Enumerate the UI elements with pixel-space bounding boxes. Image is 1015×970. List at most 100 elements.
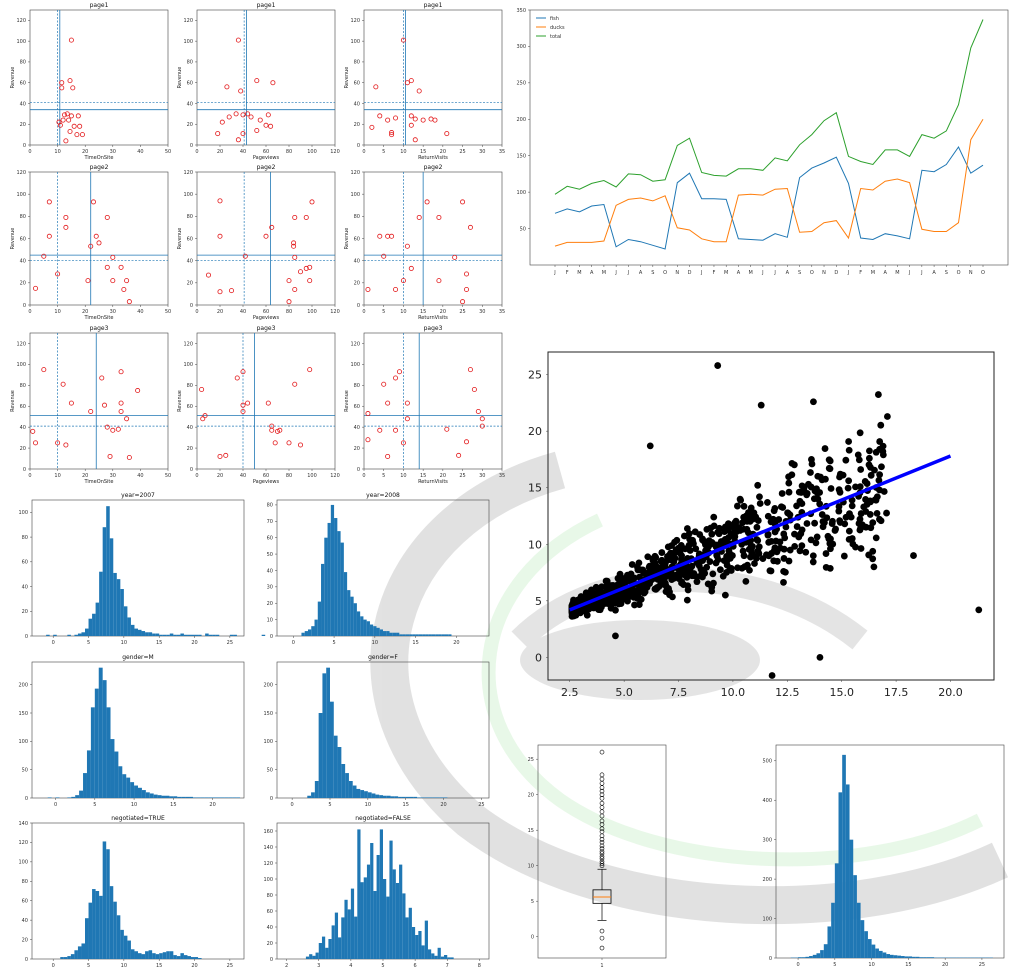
outlier-point [599,772,605,778]
y-tick-label: 120 [183,18,193,24]
data-point [291,240,297,246]
x-tick-label: 50 [165,149,171,155]
data-point [709,570,717,578]
hist-bar [340,542,344,636]
x-tick-label: 20 [453,640,459,646]
y-tick-label: 200 [762,877,772,883]
hist-bar [321,936,326,959]
data-point [66,117,72,123]
chart-13: gender=F 0 50 100 150 200 0 5 10 15 20 25 [263,654,490,808]
hist-bar [106,849,110,959]
hist-bar [439,797,444,798]
hist-bar [189,796,193,798]
data-point [807,469,814,476]
y-tick-label: 120 [350,341,360,347]
data-point [612,606,619,614]
data-point [876,515,883,523]
y-tick-label: 40 [267,925,273,931]
y-tick-label: 20 [20,281,26,287]
x-tick-label: 10 [400,309,406,315]
x-tick-label: M [871,270,875,276]
x-tick-label: 0 [54,802,57,808]
hist-bar [98,667,103,798]
hist-bar [402,634,406,636]
y-tick-label: 120 [183,170,193,176]
plot-frame [31,661,245,799]
data-point [876,471,884,479]
data-point [856,526,864,534]
x-tick-label: 40 [137,473,143,479]
y-tick-label: 0 [25,634,28,640]
x-axis-label: Pageviews [253,155,280,161]
x-tick-label: N [969,270,973,276]
outlier-point [599,846,605,851]
y-tick-label: 0 [270,957,273,963]
hist-bar [114,751,119,798]
data-point [729,523,737,531]
hist-bar [67,956,71,959]
outlier-point [599,781,605,786]
y-tick-label: 25 [528,369,542,382]
data-point [377,427,383,433]
x-tick-label: 5 [93,802,96,808]
data-point [798,500,806,507]
hist-bar [196,797,201,798]
hist-bar [85,918,89,959]
hist-bar [853,875,857,958]
x-tick-label: 15.0 [829,686,854,699]
legend-label: ducks [550,25,565,31]
hist-bar [261,634,266,636]
hist-bar [67,797,72,798]
data-point [226,114,232,120]
y-tick-label: 160 [263,829,273,835]
data-point [757,401,765,409]
data-point [802,548,810,556]
data-point [710,513,718,521]
data-point [827,485,835,492]
hist-bar [198,634,202,636]
hist-bar [383,879,387,959]
y-tick-label: 0 [190,467,193,473]
x-tick-label: 0 [362,473,365,479]
data-point [848,496,856,504]
y-tick-label: 60 [20,80,26,86]
data-point [646,442,654,450]
hist-bar [138,629,142,636]
x-tick-label: O [957,270,961,276]
hist-bar [77,633,82,636]
data-point [687,563,695,571]
data-point [393,427,399,433]
y-tick-label: 300 [762,837,772,843]
data-point [712,559,720,567]
x-tick-label: J [773,270,775,276]
data-point [736,495,744,503]
data-point [807,536,815,544]
y-tick-label: 70 [267,519,273,525]
data-point [400,278,406,284]
y-tick-label: 40 [20,101,26,107]
hist-bar [421,945,425,959]
hist-bar [120,929,124,959]
data-point [110,278,116,284]
hist-bar [141,631,146,636]
data-point [797,530,805,538]
data-point [107,453,113,459]
hist-bar [354,916,358,959]
data-point [910,552,917,559]
x-tick-label: 5 [382,309,385,315]
data-point [823,514,831,522]
data-point [854,451,862,459]
x-axis-label: Pageviews [253,479,280,485]
y-tick-label: 20 [528,793,534,799]
x-tick-label: 5 [382,473,385,479]
data-point [110,254,116,260]
hist-bar [88,618,93,636]
hist-bar [134,785,138,798]
y-tick-label: 120 [350,170,360,176]
data-point [59,85,65,91]
data-point [871,466,878,474]
data-point [683,596,691,604]
data-point [846,510,853,518]
data-point [292,286,298,292]
x-tick-label: 3 [317,963,320,969]
